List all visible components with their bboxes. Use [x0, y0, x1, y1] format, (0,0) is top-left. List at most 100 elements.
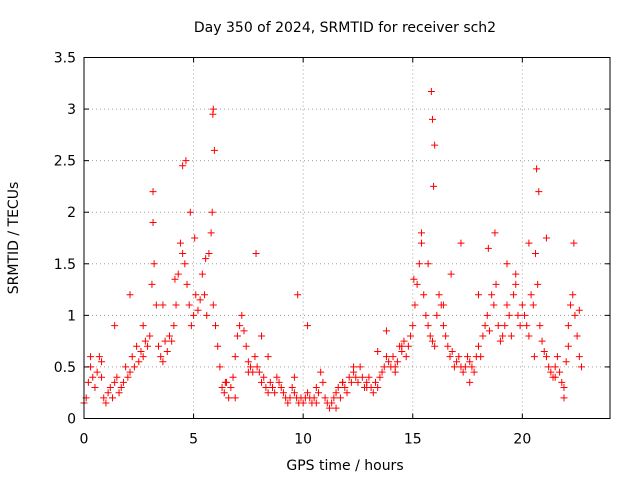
data-point	[198, 270, 206, 278]
x-axis-label: GPS time / hours	[286, 458, 403, 474]
data-point	[192, 291, 200, 299]
data-point	[321, 394, 329, 402]
data-point	[461, 363, 469, 371]
data-point	[186, 208, 194, 216]
data-point	[424, 322, 432, 330]
data-point	[455, 353, 463, 361]
data-point	[418, 229, 426, 237]
data-point	[535, 188, 543, 196]
data-point	[187, 322, 195, 330]
data-point	[98, 373, 106, 381]
data-point	[252, 249, 260, 257]
data-point	[111, 378, 119, 386]
data-point	[108, 394, 116, 402]
data-point	[477, 353, 485, 361]
data-point	[573, 332, 581, 340]
data-point	[427, 88, 435, 96]
data-point	[231, 394, 239, 402]
data-point	[202, 255, 210, 263]
data-point	[371, 378, 379, 386]
data-point	[365, 373, 373, 381]
data-point	[551, 363, 559, 371]
data-point	[262, 384, 270, 392]
data-point	[518, 301, 526, 309]
data-point	[98, 358, 106, 366]
data-point	[525, 239, 533, 247]
data-point	[512, 280, 520, 288]
data-point	[385, 358, 393, 366]
data-point	[564, 342, 572, 350]
data-point	[240, 327, 248, 335]
data-point	[294, 291, 302, 299]
data-point	[168, 337, 176, 345]
data-point	[205, 249, 213, 257]
data-point	[106, 384, 114, 392]
data-point	[339, 378, 347, 386]
data-point	[424, 260, 432, 268]
data-point	[113, 373, 121, 381]
data-point	[258, 378, 266, 386]
data-point	[525, 332, 533, 340]
data-point	[275, 378, 283, 386]
data-point	[325, 404, 333, 412]
data-point	[488, 291, 496, 299]
data-point	[315, 389, 323, 397]
y-tick-label: 1.5	[54, 257, 76, 273]
data-point	[238, 311, 246, 319]
data-point	[221, 378, 229, 386]
data-point	[312, 384, 320, 392]
data-point	[284, 399, 292, 407]
data-point	[100, 394, 108, 402]
data-point	[209, 105, 217, 113]
data-point	[439, 301, 447, 309]
data-point	[258, 332, 266, 340]
data-point	[288, 384, 296, 392]
data-point	[444, 342, 452, 350]
data-point	[220, 389, 228, 397]
data-point	[578, 363, 586, 371]
data-point	[512, 270, 520, 278]
data-point	[570, 239, 578, 247]
data-point	[475, 291, 482, 299]
data-point	[290, 373, 298, 381]
data-point	[87, 353, 95, 361]
data-point	[149, 188, 157, 196]
data-point	[484, 244, 492, 252]
data-point	[104, 389, 112, 397]
data-point	[491, 229, 499, 237]
data-point	[253, 363, 261, 371]
data-point	[435, 291, 443, 299]
data-point	[299, 399, 307, 407]
data-point	[93, 368, 101, 376]
data-point	[483, 311, 491, 319]
data-point	[400, 337, 408, 345]
data-point	[415, 260, 423, 268]
x-tick-label: 20	[513, 432, 531, 448]
data-point	[233, 332, 241, 340]
data-point	[464, 353, 472, 361]
data-point	[266, 378, 274, 386]
data-point	[330, 394, 338, 402]
data-point	[119, 378, 127, 386]
data-point	[203, 311, 211, 319]
data-point	[422, 311, 430, 319]
data-point	[194, 306, 202, 314]
data-point	[556, 368, 564, 376]
data-point	[141, 337, 149, 345]
data-point	[225, 394, 233, 402]
data-point	[286, 394, 294, 402]
data-point	[328, 399, 336, 407]
data-point	[560, 394, 568, 402]
data-point	[212, 322, 219, 330]
data-point	[165, 332, 173, 340]
data-point	[264, 389, 272, 397]
data-point	[264, 353, 272, 361]
data-point	[439, 322, 447, 330]
data-point	[442, 332, 450, 340]
data-point	[273, 373, 281, 381]
chart-title: Day 350 of 2024, SRMTID for receiver sch…	[194, 20, 496, 36]
data-point	[516, 322, 524, 330]
data-point	[378, 368, 386, 376]
data-point	[126, 368, 134, 376]
data-point	[157, 353, 165, 361]
